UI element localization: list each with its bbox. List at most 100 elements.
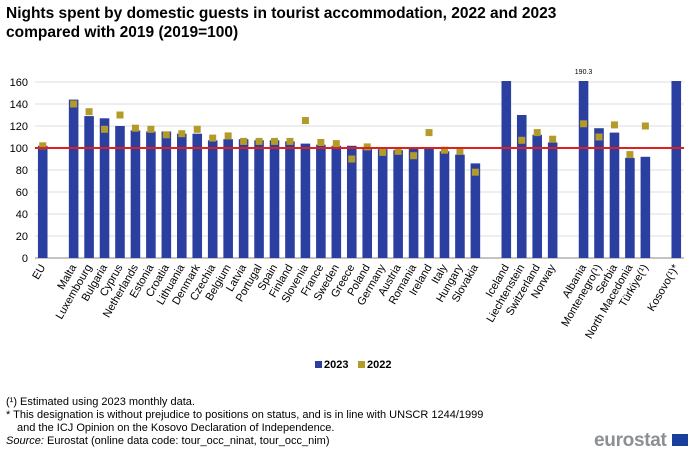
marker [549, 135, 557, 143]
bar [346, 145, 357, 258]
bar [594, 128, 604, 258]
bar [331, 145, 342, 258]
marker [332, 140, 340, 148]
bar [470, 163, 481, 258]
marker [580, 120, 588, 128]
bar [177, 133, 187, 258]
legend-label: 2022 [367, 359, 391, 371]
bar [161, 131, 172, 258]
bar [609, 132, 620, 258]
x-tick-label: Kosovo(¹)* [645, 262, 682, 314]
source-prefix: Source: [6, 435, 44, 447]
marker [255, 137, 263, 145]
legend-swatch [315, 361, 322, 368]
y-tick-label: 80 [16, 165, 28, 177]
bar [516, 115, 527, 258]
marker [178, 130, 186, 138]
bar [671, 81, 682, 258]
marker [518, 136, 526, 144]
bar [316, 144, 326, 258]
marker [224, 132, 232, 140]
bar [393, 150, 403, 258]
source: Eurostat (online data code: tour_occ_nin… [46, 435, 330, 447]
marker [271, 137, 279, 145]
marker [379, 148, 387, 156]
bar [424, 148, 434, 258]
marker [348, 155, 356, 163]
bar [408, 148, 419, 258]
marker [394, 147, 402, 155]
marker [209, 134, 217, 142]
marker [286, 137, 294, 145]
legend-swatch [358, 361, 365, 368]
marker [116, 111, 124, 119]
y-tick-label: 60 [16, 187, 28, 199]
legend-label: 2023 [324, 359, 348, 371]
marker [641, 122, 649, 130]
marker [101, 125, 109, 133]
bar [207, 140, 218, 258]
marker [240, 137, 248, 145]
bar [192, 133, 203, 258]
bar [547, 142, 558, 258]
bar [130, 130, 141, 258]
marker [147, 125, 155, 133]
marker [626, 151, 634, 159]
marker [595, 133, 603, 141]
y-tick-label: 120 [10, 121, 28, 133]
bar [532, 134, 542, 258]
bar [99, 118, 110, 258]
bar [223, 139, 233, 258]
bar [84, 116, 94, 258]
bar [68, 99, 79, 258]
bar [362, 146, 373, 258]
value-label: 190.3 [575, 69, 593, 76]
bar [254, 140, 264, 258]
marker [425, 129, 433, 137]
bar [640, 156, 651, 258]
bar [285, 141, 295, 258]
marker [440, 146, 448, 154]
notes: (¹) Estimated using 2023 monthly data. *… [6, 396, 483, 448]
bar [455, 154, 465, 258]
marker [610, 121, 618, 129]
y-tick-label: 100 [10, 143, 28, 155]
bar [501, 81, 512, 258]
y-tick-label: 160 [10, 77, 28, 89]
marker [317, 139, 325, 146]
marker [70, 100, 78, 108]
bar [377, 149, 388, 258]
note: * This designation is without prejudice … [6, 409, 484, 421]
marker [193, 125, 201, 133]
marker [39, 142, 47, 150]
eu-flag [672, 434, 688, 446]
note: and the ICJ Opinion on the Kosovo Declar… [17, 422, 335, 434]
y-tick-label: 0 [22, 253, 28, 265]
chart-title: Nights spent by domestic guests in touri… [6, 5, 557, 41]
marker [131, 124, 139, 132]
bar [115, 126, 125, 258]
bar [578, 81, 589, 258]
bar [37, 145, 48, 258]
note: (¹) Estimated using 2023 monthly data. [6, 396, 195, 408]
bar [439, 151, 450, 258]
bar [269, 140, 280, 258]
marker [410, 152, 418, 160]
bar [300, 143, 311, 258]
bar [238, 139, 249, 258]
marker [363, 143, 371, 151]
logo: eurostat [594, 430, 667, 451]
marker [456, 147, 464, 155]
marker [162, 131, 170, 139]
bar [625, 157, 635, 258]
y-tick-label: 40 [16, 209, 28, 221]
marker [533, 129, 541, 137]
y-tick-label: 140 [10, 99, 28, 111]
y-tick-label: 20 [16, 231, 28, 243]
marker [471, 168, 479, 176]
marker [85, 108, 93, 116]
bar [146, 131, 156, 258]
marker [301, 117, 309, 124]
x-tick-label: EU [30, 262, 48, 281]
